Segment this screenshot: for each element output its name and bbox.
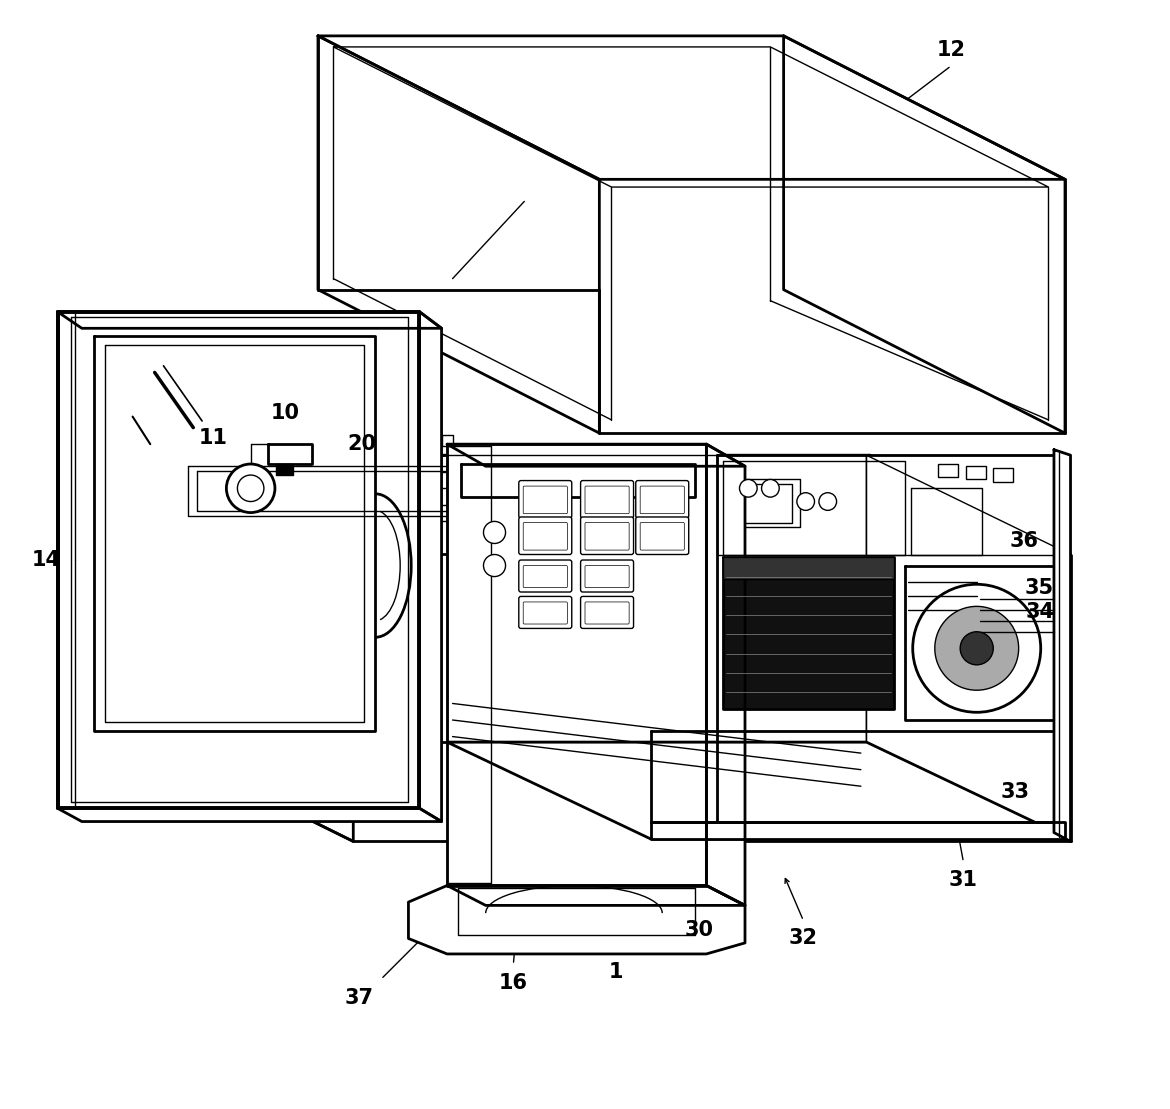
Text: 32: 32 — [789, 928, 818, 948]
Text: 33: 33 — [1000, 782, 1030, 802]
Polygon shape — [57, 312, 420, 808]
Polygon shape — [94, 336, 376, 731]
FancyBboxPatch shape — [518, 597, 572, 629]
FancyBboxPatch shape — [523, 602, 567, 624]
FancyBboxPatch shape — [640, 522, 684, 550]
FancyBboxPatch shape — [585, 522, 629, 550]
FancyBboxPatch shape — [580, 597, 633, 629]
FancyBboxPatch shape — [580, 517, 633, 554]
Polygon shape — [57, 312, 441, 328]
Polygon shape — [717, 455, 1065, 833]
Polygon shape — [447, 445, 745, 466]
Polygon shape — [652, 822, 1065, 840]
Text: 37: 37 — [344, 988, 373, 1008]
Text: 11: 11 — [199, 428, 228, 448]
Polygon shape — [447, 742, 1071, 840]
Polygon shape — [318, 35, 599, 434]
Circle shape — [961, 632, 993, 664]
FancyBboxPatch shape — [585, 602, 629, 624]
Polygon shape — [723, 557, 894, 579]
Text: 34: 34 — [1025, 602, 1054, 622]
Circle shape — [483, 521, 505, 543]
FancyBboxPatch shape — [635, 480, 689, 518]
Polygon shape — [318, 35, 1065, 180]
FancyBboxPatch shape — [580, 560, 633, 592]
Polygon shape — [1054, 449, 1071, 842]
Text: 10: 10 — [270, 404, 300, 424]
Text: 36: 36 — [1010, 531, 1039, 551]
Polygon shape — [152, 455, 353, 842]
FancyBboxPatch shape — [518, 480, 572, 518]
Circle shape — [238, 475, 264, 501]
Polygon shape — [420, 312, 441, 822]
FancyBboxPatch shape — [580, 480, 633, 518]
FancyBboxPatch shape — [585, 566, 629, 588]
Text: 1: 1 — [608, 962, 624, 981]
Circle shape — [226, 464, 275, 512]
Polygon shape — [447, 445, 707, 885]
Bar — [993, 468, 1013, 481]
Text: 20: 20 — [347, 434, 377, 455]
Circle shape — [913, 584, 1041, 712]
FancyBboxPatch shape — [585, 486, 629, 513]
Polygon shape — [707, 445, 745, 905]
FancyBboxPatch shape — [635, 517, 689, 554]
Text: 35: 35 — [1025, 578, 1054, 598]
Polygon shape — [906, 566, 1058, 720]
FancyBboxPatch shape — [523, 522, 567, 550]
Circle shape — [797, 492, 814, 510]
Bar — [938, 464, 958, 477]
FancyBboxPatch shape — [518, 560, 572, 592]
Bar — [965, 466, 985, 479]
Text: 12: 12 — [937, 40, 966, 60]
Polygon shape — [447, 885, 745, 905]
Circle shape — [935, 607, 1019, 690]
Polygon shape — [408, 885, 745, 954]
Polygon shape — [276, 464, 292, 475]
Polygon shape — [57, 808, 441, 822]
Polygon shape — [784, 35, 1065, 434]
Circle shape — [483, 554, 505, 577]
Text: 30: 30 — [684, 919, 714, 939]
Polygon shape — [869, 455, 1071, 842]
Circle shape — [762, 479, 779, 497]
FancyBboxPatch shape — [523, 486, 567, 513]
FancyBboxPatch shape — [523, 566, 567, 588]
Text: 31: 31 — [949, 871, 978, 891]
Text: 16: 16 — [498, 973, 528, 993]
FancyBboxPatch shape — [518, 517, 572, 554]
Polygon shape — [152, 455, 869, 742]
Polygon shape — [268, 445, 312, 464]
Circle shape — [739, 479, 757, 497]
Circle shape — [819, 492, 837, 510]
FancyBboxPatch shape — [640, 486, 684, 513]
Text: 14: 14 — [32, 550, 61, 570]
Polygon shape — [723, 557, 894, 709]
Polygon shape — [152, 455, 1071, 554]
